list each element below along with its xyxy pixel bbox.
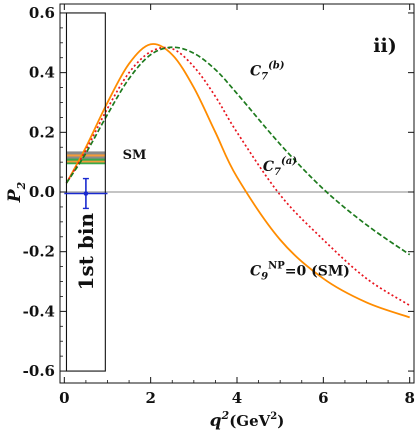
y-label-sub: 2	[15, 181, 28, 190]
series-lines	[65, 43, 411, 319]
label-c7b-base: C	[250, 64, 261, 80]
label-c9-sub: 9	[261, 272, 268, 283]
label-c9-rest: =0 (SM)	[285, 264, 350, 280]
x-tick-label-2: 4	[232, 389, 242, 407]
y-label-base: P	[5, 188, 25, 203]
y-axis-ticks: -0.6 -0.4 -0.2 0.0 0.2 0.4 0.6	[23, 4, 414, 380]
x-axis-ticks: 0 2 4 6 8	[59, 4, 415, 407]
y-axis-label: P2	[5, 181, 28, 203]
x-axis-label: q2(GeV2)	[210, 409, 285, 431]
x-label-sup: 2	[221, 409, 230, 422]
sm-band	[66, 151, 106, 165]
plot-frame	[59, 3, 415, 384]
label-c9-sup: NP	[268, 261, 285, 272]
y-tick-label-4: 0.2	[29, 123, 55, 141]
sm-band-stripe-1	[66, 159, 106, 163]
label-c7b-sup: (b)	[268, 61, 285, 72]
label-c7b: C7(b)	[250, 61, 285, 83]
label-c9-sm: C9NP=0 (SM)	[250, 261, 350, 283]
x-label-unit: (GeV	[229, 412, 270, 430]
x-label-base: q	[210, 411, 222, 431]
measurement-dot	[83, 191, 89, 196]
label-c9-base: C	[250, 264, 261, 280]
x-tick-label-4: 8	[404, 389, 414, 407]
label-c7a: C7(a)	[263, 156, 297, 178]
label-c7b-sub: 7	[261, 72, 268, 83]
sm-band-stripe-2	[66, 157, 106, 161]
measurement-point	[64, 177, 108, 210]
series-line-1	[65, 46, 411, 307]
y-tick-label-3: 0.0	[29, 183, 55, 201]
sm-band-stripe-4	[66, 153, 106, 157]
label-c7a-base: C	[263, 159, 274, 175]
x-tick-label-1: 2	[145, 389, 155, 407]
series-line-2	[65, 46, 411, 256]
x-label-unit-end: )	[277, 412, 284, 430]
label-sm-band: SM	[123, 148, 147, 163]
x-tick-label-3: 6	[318, 389, 328, 407]
first-bin-label: 1st bin	[74, 212, 98, 290]
panel-label: ii)	[373, 35, 396, 57]
y-tick-label-5: 0.4	[29, 64, 55, 82]
label-c7a-sup: (a)	[281, 156, 297, 167]
sm-band-stripe-5	[66, 151, 106, 155]
label-c7a-sub: 7	[274, 167, 281, 178]
series-line-0	[65, 43, 410, 319]
y-tick-label-1: -0.4	[23, 302, 55, 320]
y-tick-label-6: 0.6	[29, 4, 55, 22]
x-label-unit-sup: 2	[270, 411, 277, 422]
x-tick-label-0: 0	[59, 389, 69, 407]
y-tick-label-2: -0.2	[23, 243, 55, 261]
sm-band-stripe-3	[66, 155, 106, 159]
sm-band-stripe-0	[66, 161, 106, 165]
first-bin-box	[65, 12, 106, 372]
y-tick-label-0: -0.6	[23, 362, 55, 380]
